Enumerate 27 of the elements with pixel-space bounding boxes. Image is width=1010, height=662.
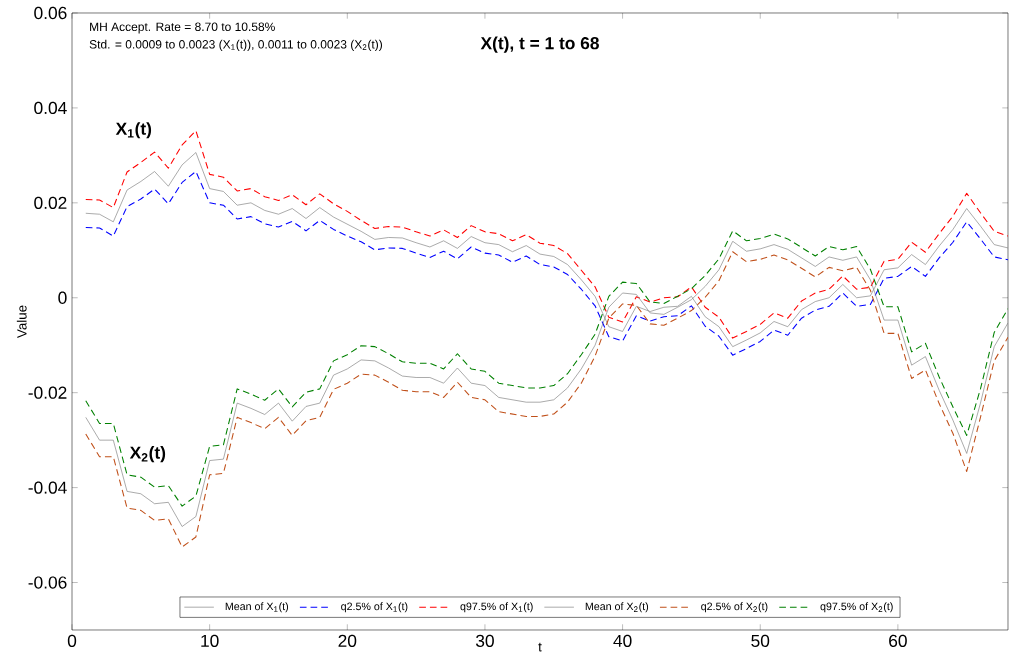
legend-label: q97.5% of X$_{1}$(t) xyxy=(460,602,533,613)
y-tick-label: 0.06 xyxy=(34,6,67,20)
x-axis-title: t xyxy=(538,642,542,652)
x-tick-label: 40 xyxy=(613,634,632,647)
legend-label: Mean of X$_{1}$(t) xyxy=(225,602,289,613)
annotation: X$_{1}$(t) xyxy=(115,122,152,139)
annotation: X$_{2}$(t) xyxy=(129,446,166,463)
y-tick-label: 0.04 xyxy=(34,101,67,115)
y-tick-label: 0 xyxy=(58,291,67,304)
text: X(t), t = 1 to 68 xyxy=(480,36,599,53)
x-tick-label: 50 xyxy=(751,634,770,647)
x-tick-label: 60 xyxy=(889,634,907,647)
x-tick-label: 10 xyxy=(201,634,219,647)
x-tick-label: 0 xyxy=(67,634,77,647)
y-tick-label: 0.02 xyxy=(34,196,67,209)
annotation: MH Accept. Rate = 8.70 to 10.58% xyxy=(90,22,275,34)
legend-label: Mean of X$_{2}$(t) xyxy=(585,602,649,613)
legend-label: q2.5% of X$_{1}$(t) xyxy=(341,602,408,613)
legend-label: q2.5% of X$_{2}$(t) xyxy=(701,602,768,613)
annotation: Std. = 0.0009 to 0.0023 (X$_{1}$(t)), 0.0011 to 0.0023 (X$_{2}$(t)) xyxy=(89,39,383,51)
legend-label: q97.5% of X$_{2}$(t) xyxy=(820,602,893,613)
y-tick-label: -0.04 xyxy=(28,481,67,494)
y-tick-label: -0.02 xyxy=(28,386,67,399)
x-tick-label: 20 xyxy=(338,634,357,647)
y-tick-label: -0.06 xyxy=(28,576,67,589)
x-tick-label: 30 xyxy=(475,634,494,647)
y-axis-title: Value xyxy=(16,305,27,338)
